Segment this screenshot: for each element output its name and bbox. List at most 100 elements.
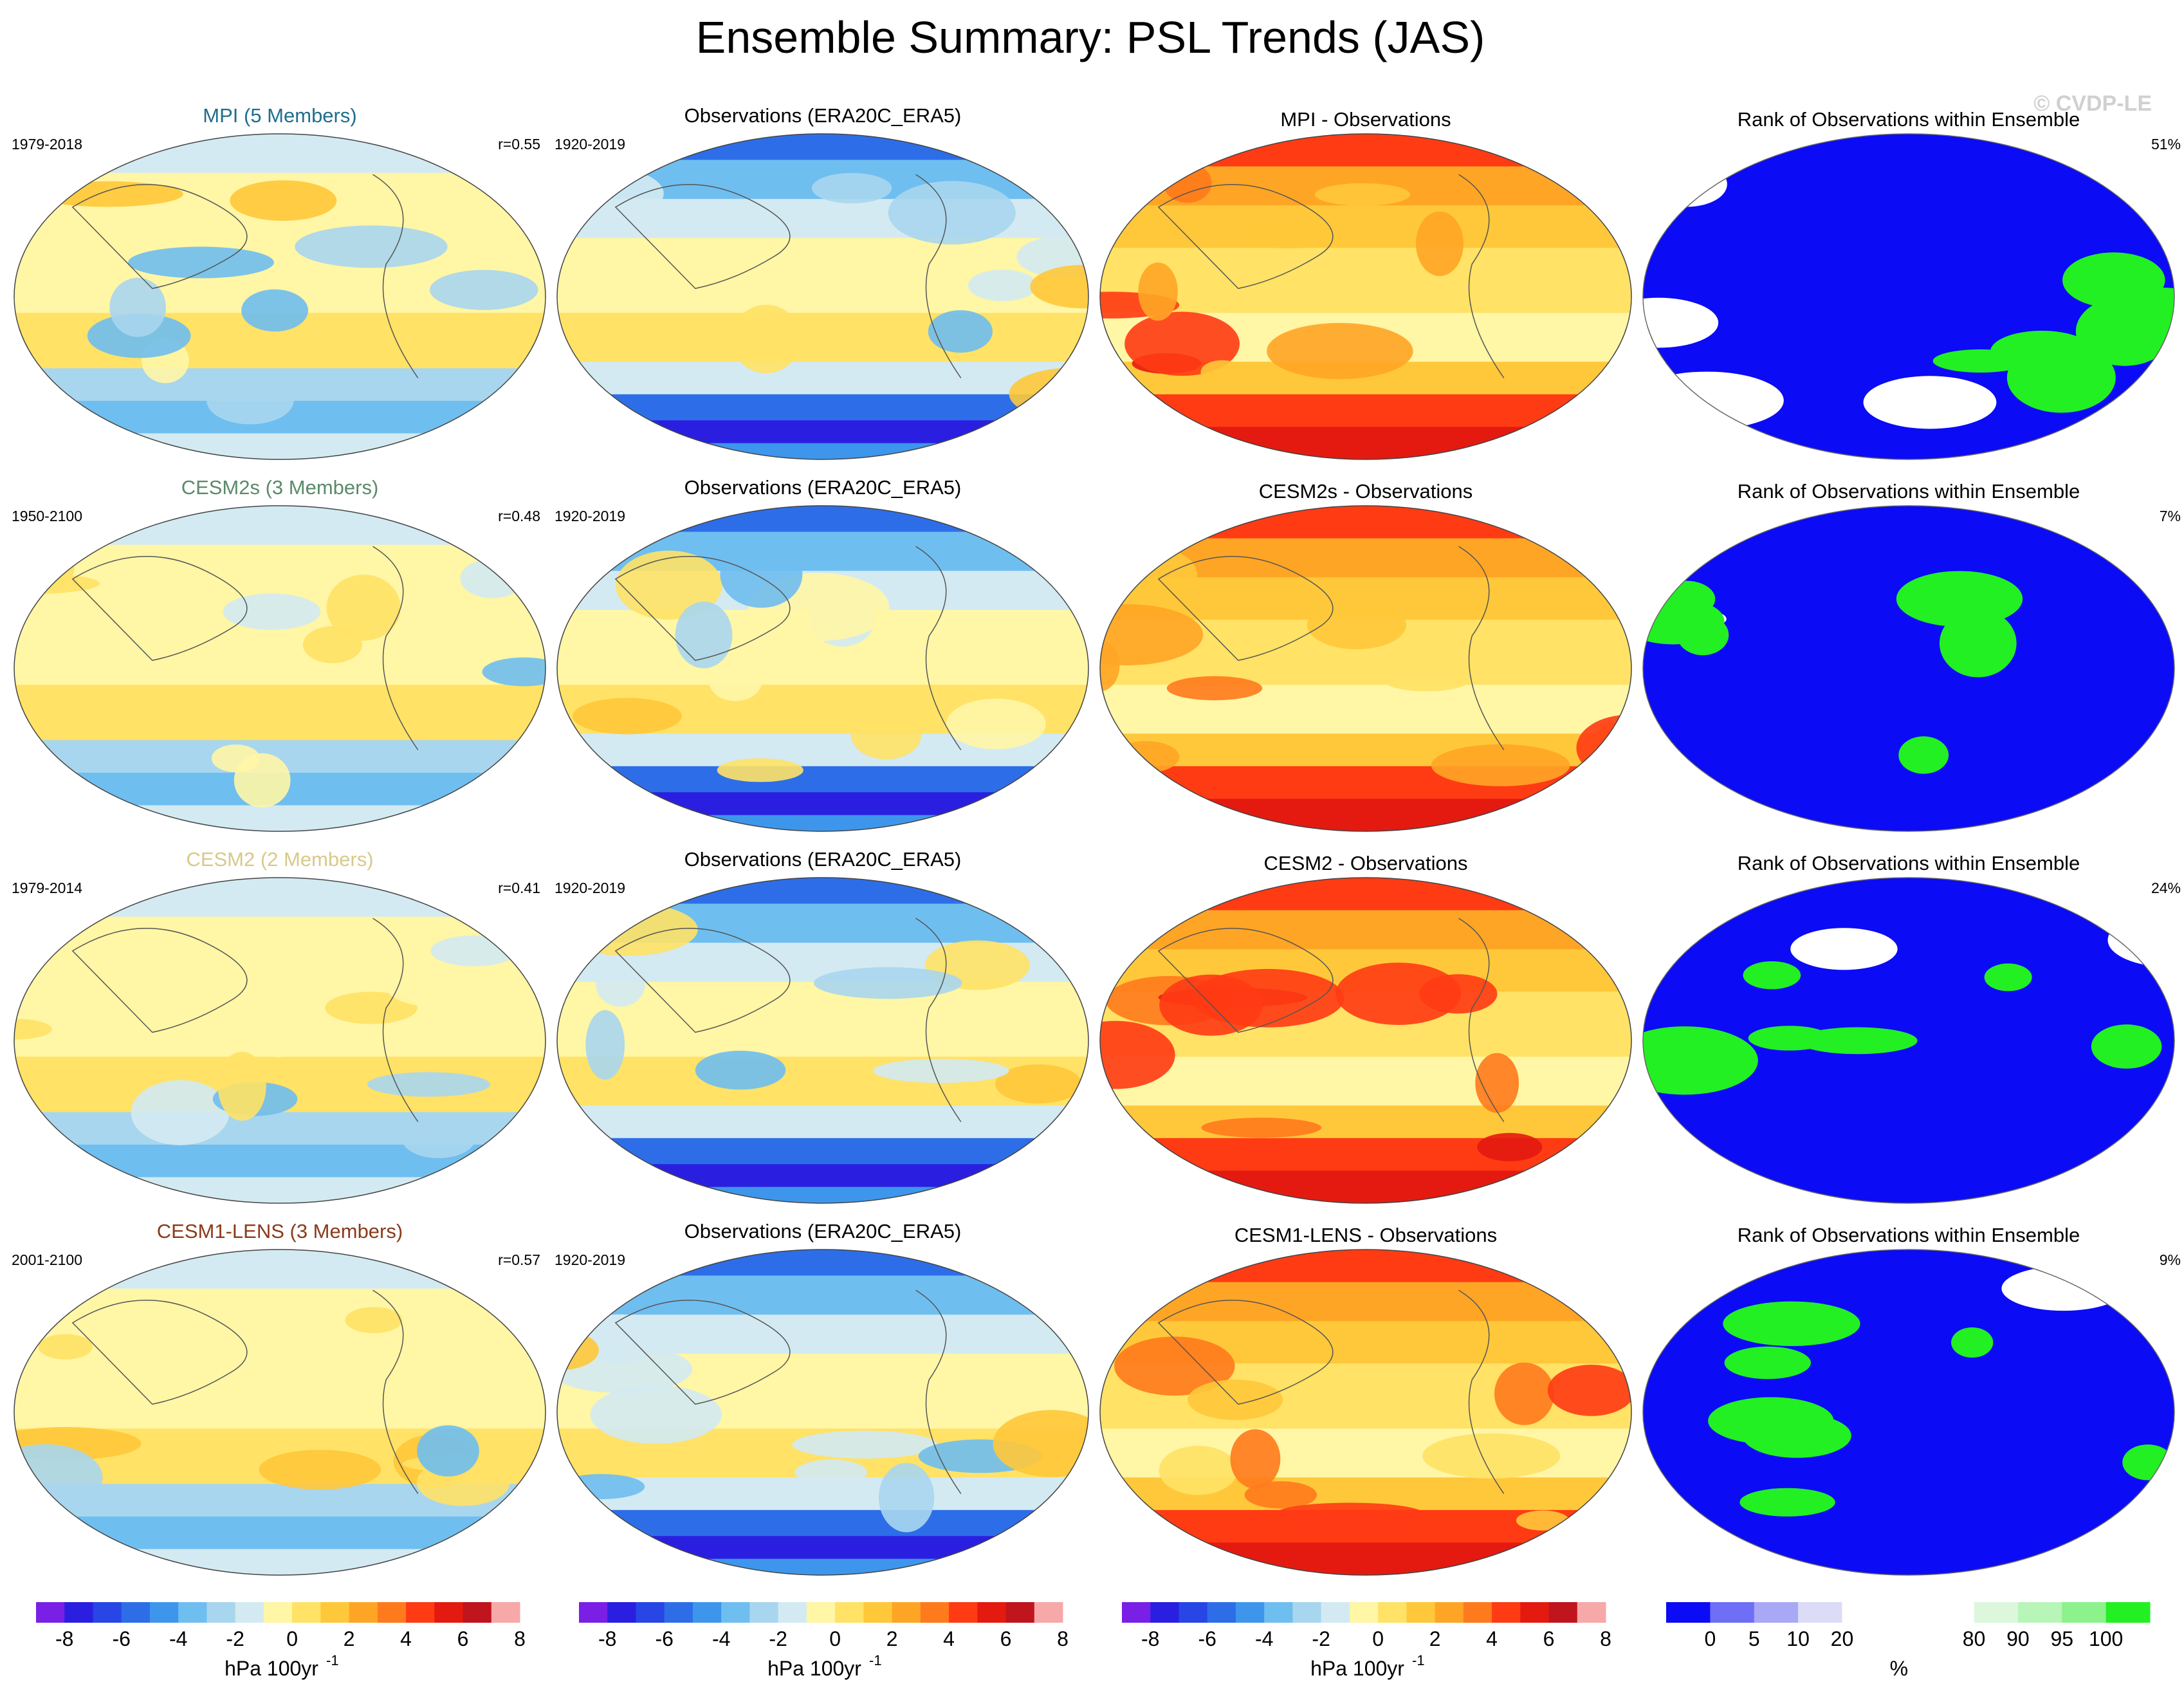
colorbar-tick-label: 6 <box>457 1627 469 1650</box>
colorbar-swatch <box>463 1602 492 1623</box>
difference-panel: MPI - Observations <box>1099 108 1632 460</box>
colorbar-swatch <box>1435 1602 1464 1623</box>
colorbar-swatch <box>1930 1602 1975 1623</box>
colorbar-swatch <box>2017 1602 2062 1623</box>
colorbar-tick-label: 8 <box>1057 1627 1069 1650</box>
colorbar-swatch <box>664 1602 693 1623</box>
model-panel-title: CESM2 (2 Members) <box>186 848 373 871</box>
colorbar-swatch <box>892 1602 921 1623</box>
colorbar-tick-label: -2 <box>769 1627 787 1650</box>
colorbar-units-label: hPa 100yr <box>767 1657 861 1680</box>
colorbar-swatch <box>1264 1602 1293 1623</box>
colorbar-units-exponent: -1 <box>869 1652 882 1668</box>
observations-years-label: 1920-2019 <box>555 508 625 524</box>
difference-panel: CESM2s - Observations <box>1099 480 1632 832</box>
colorbar-tick-label: 0 <box>829 1627 841 1650</box>
colorbar-swatch <box>1710 1602 1755 1623</box>
colorbar-swatch <box>121 1602 151 1623</box>
colorbar-tick-label: 8 <box>514 1627 526 1650</box>
model-panel-title: MPI (5 Members) <box>203 104 356 127</box>
rank-colorbar: 0 5 10 20 80 90 95 100% <box>1666 1602 2151 1680</box>
observations-panel-title: Observations (ERA20C_ERA5) <box>684 848 962 871</box>
observations-panel: Observations (ERA20C_ERA5) 1920-2019 <box>555 476 1089 832</box>
difference-panel: CESM2 - Observations <box>1099 852 1632 1204</box>
model-panel-title: CESM1-LENS (3 Members) <box>157 1220 403 1242</box>
model-years-label: 1979-2014 <box>12 880 82 896</box>
colorbar-tick-label: -4 <box>169 1627 187 1650</box>
colorbar-swatch <box>1842 1602 1887 1623</box>
colorbar-swatch <box>1798 1602 1842 1623</box>
colorbar-tick-label: -4 <box>1255 1627 1273 1650</box>
colorbar-swatch <box>1150 1602 1179 1623</box>
colorbar-swatch <box>1122 1602 1151 1623</box>
colorbar-swatch <box>806 1602 836 1623</box>
colorbar-tick-label: 0 <box>1704 1627 1716 1650</box>
colorbar-tick-label: -4 <box>712 1627 730 1650</box>
colorbar-swatch <box>93 1602 122 1623</box>
difference-panel-title: CESM2 - Observations <box>1264 852 1468 874</box>
colorbar-units-exponent: -1 <box>1412 1652 1425 1668</box>
colorbar-units-label: % <box>1890 1657 1908 1680</box>
model-years-label: 2001-2100 <box>12 1251 82 1268</box>
colorbar-swatch <box>1463 1602 1492 1623</box>
colorbar-units-exponent: -1 <box>326 1652 339 1668</box>
rank-panel-title: Rank of Observations within Ensemble <box>1738 480 2080 503</box>
colorbar-swatch <box>434 1602 464 1623</box>
colorbar-tick-label: 90 <box>2006 1627 2030 1650</box>
colorbar-tick-label: 6 <box>1543 1627 1555 1650</box>
colorbar-swatch <box>636 1602 665 1623</box>
colorbar-swatch <box>1292 1602 1322 1623</box>
colorbar-swatch <box>2106 1602 2151 1623</box>
colorbar-swatch <box>320 1602 350 1623</box>
colorbar-tick-label: 4 <box>1486 1627 1498 1650</box>
colorbar-swatch <box>749 1602 779 1623</box>
colorbar-swatch <box>949 1602 978 1623</box>
colorbar-swatch <box>2062 1602 2107 1623</box>
observations-panel-title: Observations (ERA20C_ERA5) <box>684 1220 962 1242</box>
colorbar-tick-label: 2 <box>886 1627 898 1650</box>
colorbar-swatch <box>263 1602 293 1623</box>
colorbar-tick-label: -8 <box>598 1627 616 1650</box>
colorbar-swatch <box>206 1602 236 1623</box>
observations-years-label: 1920-2019 <box>555 880 625 896</box>
colorbar-swatch <box>977 1602 1007 1623</box>
colorbar-swatch <box>235 1602 264 1623</box>
colorbar-swatch <box>1754 1602 1799 1623</box>
colorbar-swatch <box>1235 1602 1265 1623</box>
colorbar-tick-label: 0 <box>1372 1627 1384 1650</box>
colorbar-swatch <box>1321 1602 1350 1623</box>
colorbar-swatch <box>692 1602 722 1623</box>
colorbar-swatch <box>292 1602 321 1623</box>
colorbar-tick-label: -2 <box>1312 1627 1330 1650</box>
model-correlation-label: r=0.48 <box>498 508 540 524</box>
colorbar-tick-label: 8 <box>1600 1627 1611 1650</box>
observations-panel-title: Observations (ERA20C_ERA5) <box>684 476 962 499</box>
colorbar-tick-label: 6 <box>1000 1627 1012 1650</box>
colorbar-tick-label: 5 <box>1748 1627 1760 1650</box>
observations-years-label: 1920-2019 <box>555 1251 625 1268</box>
colorbar-swatch <box>64 1602 93 1623</box>
observations-panel: Observations (ERA20C_ERA5) 1920-2019 <box>555 848 1089 1204</box>
difference-panel: CESM1-LENS - Observations <box>1099 1224 1632 1576</box>
colorbar-tick-label: 95 <box>2050 1627 2073 1650</box>
observations-panel: Observations (ERA20C_ERA5) 1920-2019 <box>555 1220 1089 1576</box>
colorbar-tick-label: 2 <box>1429 1627 1441 1650</box>
colorbar-swatch <box>920 1602 950 1623</box>
trend-colorbar: -8 -6 -4 -2 0 2 4 6 8 hPa 100yr -1 <box>1122 1602 1611 1680</box>
colorbar-tick-label: 4 <box>943 1627 955 1650</box>
colorbar-swatch <box>1207 1602 1236 1623</box>
colorbar-swatch <box>178 1602 207 1623</box>
colorbar-swatch <box>1179 1602 1208 1623</box>
colorbar-swatch <box>1406 1602 1436 1623</box>
figure-title: Ensemble Summary: PSL Trends (JAS) <box>696 12 1485 62</box>
rank-percent-label: 7% <box>2160 508 2181 524</box>
rank-panel: Rank of Observations within Ensemble 24% <box>1642 852 2181 1204</box>
difference-panel-title: MPI - Observations <box>1280 108 1451 131</box>
rank-panel: Rank of Observations within Ensemble 51% <box>1642 108 2181 460</box>
colorbar-swatch <box>863 1602 893 1623</box>
colorbar-swatch <box>349 1602 378 1623</box>
trend-colorbar: -8 -6 -4 -2 0 2 4 6 8 hPa 100yr -1 <box>36 1602 526 1680</box>
colorbar-tick-label: 4 <box>400 1627 412 1650</box>
observations-panel-title: Observations (ERA20C_ERA5) <box>684 104 962 127</box>
colorbar-swatch <box>721 1602 750 1623</box>
